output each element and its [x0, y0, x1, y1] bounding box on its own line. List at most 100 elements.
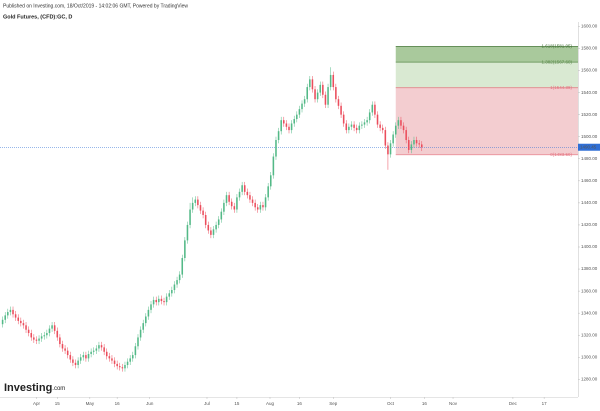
fib-level-label: 0(1483.59)	[550, 152, 572, 157]
y-tick-label: 1300.00	[581, 354, 598, 359]
candle-body	[322, 84, 324, 95]
candle-body	[92, 350, 95, 352]
fib-level-label: 1(1544.38)	[550, 85, 572, 90]
candle-body	[204, 215, 207, 225]
candle-body	[191, 202, 194, 210]
candle-body	[160, 298, 163, 302]
candle-body	[7, 312, 9, 316]
candle-body	[69, 355, 72, 360]
candle-body	[418, 143, 420, 145]
y-tick-label: 1540.00	[581, 90, 598, 95]
candle-body	[335, 87, 337, 100]
candle-body	[345, 123, 348, 131]
symbol-title: Gold Futures, (CFD):GC, D	[3, 14, 72, 20]
candle-body	[35, 339, 38, 341]
candle-body	[178, 274, 181, 281]
candle-body	[288, 126, 290, 131]
candle-body	[243, 185, 246, 192]
candle-body	[72, 359, 74, 363]
candle-body	[152, 299, 155, 305]
candle-body	[241, 185, 243, 192]
candle-body	[87, 353, 90, 359]
x-tick-label: Oct	[387, 401, 395, 406]
candle-body	[379, 124, 381, 128]
candle-body	[303, 99, 306, 104]
candle-body	[220, 211, 223, 220]
candle-body	[267, 186, 269, 198]
x-tick-label: Apr	[33, 401, 41, 406]
candle-body	[163, 301, 165, 303]
x-tick-label: 15	[55, 401, 61, 406]
candle-body	[51, 325, 53, 329]
x-tick-label: Nov	[449, 401, 458, 406]
candle-body	[384, 130, 387, 146]
candle-body	[306, 87, 309, 100]
candle-body	[95, 348, 98, 351]
candle-body	[298, 109, 301, 115]
candle-body	[124, 365, 126, 369]
candle-body	[269, 175, 272, 187]
candle-body	[293, 119, 295, 124]
candle-body	[348, 126, 350, 131]
candle-body	[173, 284, 176, 291]
candle-body	[202, 210, 204, 216]
candle-body	[259, 205, 262, 210]
candle-body	[223, 202, 225, 212]
candle-body	[314, 89, 316, 100]
y-tick-label: 1440.00	[581, 200, 598, 205]
candle-body	[366, 120, 368, 123]
candle-body	[168, 293, 171, 297]
candle-body	[176, 280, 178, 285]
candle-body	[40, 336, 43, 339]
candle-body	[53, 325, 56, 331]
candle-body	[118, 366, 121, 368]
candle-body	[61, 344, 64, 349]
candle-body	[142, 323, 144, 330]
candle-body	[134, 346, 137, 356]
candle-body	[165, 296, 168, 303]
candle-body	[137, 337, 139, 347]
candle-body	[9, 309, 12, 313]
x-tick-label: 16	[297, 401, 303, 406]
candle-body	[4, 315, 6, 320]
candle-body	[397, 120, 400, 126]
candle-body	[329, 74, 332, 88]
candle-body	[353, 124, 355, 128]
candle-body	[139, 329, 142, 338]
y-tick-label: 1280.00	[581, 377, 598, 382]
candle-body	[129, 358, 131, 362]
candle-body	[309, 79, 311, 88]
candle-body	[186, 224, 189, 241]
candle-body	[1, 319, 4, 325]
candle-body	[249, 195, 251, 200]
candle-body	[30, 333, 33, 338]
logo-name: Investing	[4, 382, 52, 394]
x-tick-label: 16	[115, 401, 121, 406]
candle-body	[82, 355, 85, 358]
candle-body	[410, 144, 413, 150]
candle-body	[381, 127, 384, 131]
y-tick-label: 1420.00	[581, 222, 598, 227]
candle-body	[22, 323, 25, 326]
y-tick-label: 1380.00	[581, 266, 598, 271]
x-tick-label: Jun	[146, 401, 154, 406]
candle-body	[210, 230, 212, 235]
candle-body	[275, 140, 277, 157]
candle-body	[116, 363, 118, 367]
candle-body	[316, 92, 319, 100]
candle-body	[113, 360, 116, 364]
y-tick-label: 1340.00	[581, 310, 598, 315]
x-tick-label: 16	[422, 401, 428, 406]
candle-body	[413, 140, 415, 145]
candle-body	[363, 122, 366, 125]
candle-body	[199, 205, 202, 211]
candle-body	[189, 209, 191, 225]
candle-body	[171, 290, 173, 294]
candle-body	[280, 120, 282, 132]
x-tick-label: May	[86, 401, 95, 406]
candle-body	[238, 191, 241, 198]
candle-body	[121, 367, 124, 369]
candle-body	[264, 197, 267, 208]
candle-body	[64, 348, 66, 351]
candle-body	[407, 140, 410, 150]
